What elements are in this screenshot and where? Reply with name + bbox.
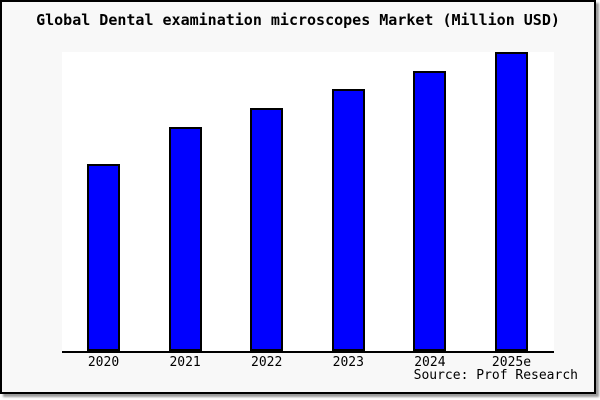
bar-2022 — [250, 108, 284, 351]
plot-area — [62, 52, 554, 353]
x-tick-label: 2022 — [251, 355, 283, 370]
x-tick-label: 2020 — [87, 355, 120, 370]
bar-2024 — [413, 71, 447, 351]
x-tick-label: 2023 — [332, 355, 364, 370]
x-tick-label: 2025e — [491, 355, 532, 370]
bar-2023 — [331, 89, 365, 351]
x-tick-label: 2024 — [414, 355, 446, 370]
x-axis-labels: 2020 2021 2022 2023 2024 2025e — [2, 356, 594, 372]
bar-2021 — [168, 127, 202, 351]
chart-frame: Global Dental examination microscopes Ma… — [0, 0, 596, 394]
source-credit: Source: Prof Research — [413, 368, 578, 383]
bar-2025e — [495, 52, 528, 351]
chart-title: Global Dental examination microscopes Ma… — [36, 11, 560, 29]
bar-2020 — [87, 164, 120, 351]
x-tick-label: 2021 — [169, 355, 201, 370]
